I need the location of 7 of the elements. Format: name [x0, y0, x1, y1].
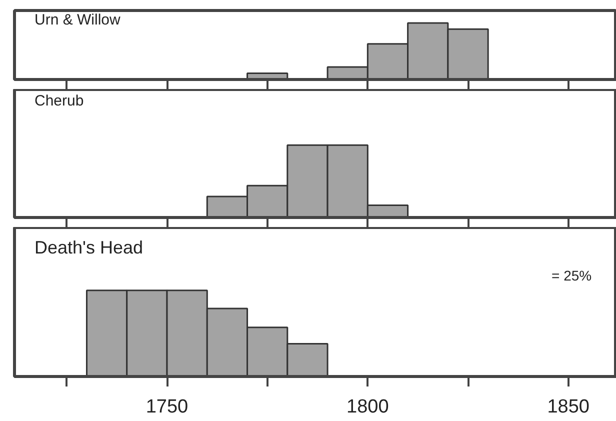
chart-title: Urn & Willow [34, 12, 121, 28]
text: = 25% [552, 268, 592, 284]
x-tick-label: 1850 [547, 396, 590, 418]
chart-title: Death's Head [34, 238, 144, 258]
chart-title: Cherub [34, 92, 84, 110]
x-tick-label: 1800 [346, 396, 389, 418]
x-tick-label: 1750 [146, 396, 188, 418]
